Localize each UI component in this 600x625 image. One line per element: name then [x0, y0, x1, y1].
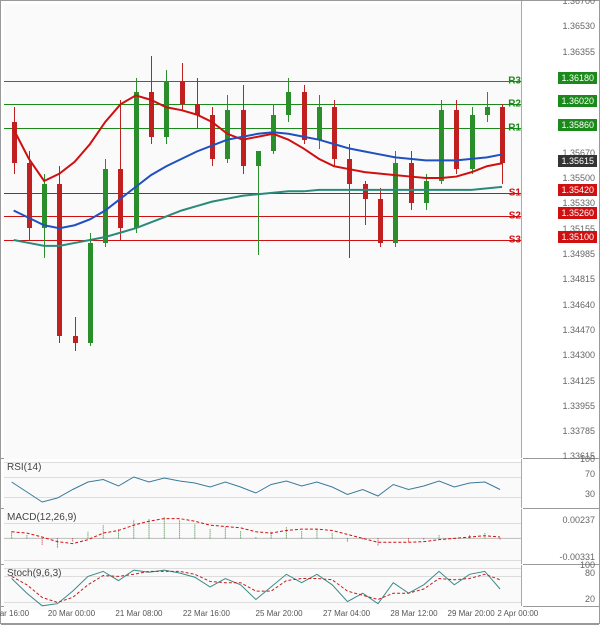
sr-badge-r3: 1.36180 — [558, 72, 597, 84]
ytick: 1.34815 — [562, 274, 595, 284]
ytick: 1.36700 — [562, 0, 595, 6]
current-price-badge: 1.35615 — [558, 155, 597, 167]
rsi-label: RSI(14) — [7, 462, 41, 473]
rsi-plot-area[interactable] — [4, 462, 523, 512]
ytick: 1.34470 — [562, 325, 595, 335]
ma-red — [14, 95, 502, 181]
xtick: 21 Mar 08:00 — [115, 609, 162, 618]
ytick: 20 — [585, 594, 595, 604]
xtick: 2 Apr 00:00 — [497, 609, 538, 618]
ytick: 1.36355 — [562, 47, 595, 57]
ytick: 1.33785 — [562, 426, 595, 436]
macd-label: MACD(12,26,9) — [7, 512, 76, 523]
ytick: 1.34300 — [562, 350, 595, 360]
xtick: 20 Mar 00:00 — [48, 609, 95, 618]
ytick: 100 — [580, 560, 595, 570]
ytick: 1.34125 — [562, 376, 595, 386]
sr-badge-s2: 1.35260 — [558, 207, 597, 219]
ytick: 0.00237 — [562, 515, 595, 525]
ytick: 1.35500 — [562, 173, 595, 183]
chart-container: R3R2R1S1S2S3 1.336151.337851.339551.3412… — [0, 0, 600, 624]
main-yaxis: 1.336151.337851.339551.341251.343001.344… — [521, 1, 599, 458]
ytick: 1.34640 — [562, 300, 595, 310]
ytick: 1.36530 — [562, 21, 595, 31]
ma-teal — [14, 187, 502, 246]
stoch-label: Stoch(9,6,3) — [7, 568, 61, 579]
xtick: 29 Mar 20:00 — [448, 609, 495, 618]
sr-badge-s1: 1.35420 — [558, 184, 597, 196]
indicator-svg — [4, 462, 523, 512]
macd-yaxis: -0.003310.00237 — [521, 509, 599, 564]
ytick: 100 — [580, 454, 595, 464]
xtick: 28 Mar 12:00 — [390, 609, 437, 618]
rsi-yaxis: 3070100 — [521, 459, 599, 508]
xtick: 27 Mar 04:00 — [323, 609, 370, 618]
ytick: 70 — [585, 469, 595, 479]
sr-badge-s3: 1.35100 — [558, 231, 597, 243]
macd-panel[interactable]: MACD(12,26,9) -0.003310.00237 — [1, 509, 599, 565]
main-plot-area[interactable]: R3R2R1S1S2S3 — [4, 4, 523, 459]
indicator-svg — [4, 512, 523, 568]
stoch-yaxis: 2080100 — [521, 565, 599, 606]
xtick: 25 Mar 20:00 — [255, 609, 302, 618]
ytick: 1.33955 — [562, 401, 595, 411]
main-price-panel[interactable]: R3R2R1S1S2S3 1.336151.337851.339551.3412… — [1, 1, 599, 459]
indicator-svg — [4, 568, 523, 610]
x-axis: ar 16:00 20 Mar 00:00 21 Mar 08:00 22 Mar 1… — [1, 607, 599, 625]
stoch-plot-area[interactable] — [4, 568, 523, 610]
ytick: 30 — [585, 489, 595, 499]
ma-overlay — [4, 4, 523, 459]
sr-badge-r2: 1.36020 — [558, 95, 597, 107]
xtick: 22 Mar 16:00 — [183, 609, 230, 618]
rsi-panel[interactable]: RSI(14) 3070100 — [1, 459, 599, 509]
sr-badge-r1: 1.35860 — [558, 119, 597, 131]
xtick: ar 16:00 — [0, 609, 29, 618]
stoch-panel[interactable]: Stoch(9,6,3) 2080100 — [1, 565, 599, 607]
macd-plot-area[interactable] — [4, 512, 523, 568]
ytick: 1.34985 — [562, 249, 595, 259]
